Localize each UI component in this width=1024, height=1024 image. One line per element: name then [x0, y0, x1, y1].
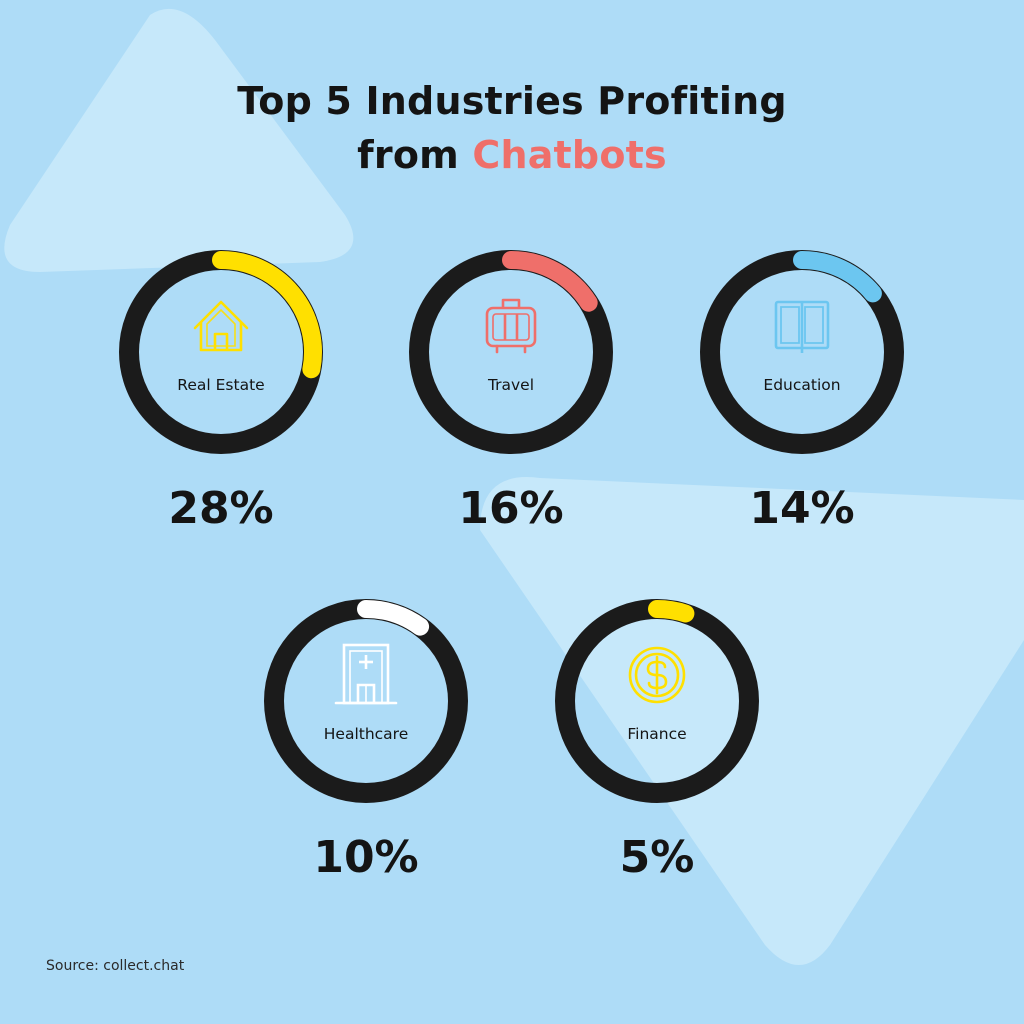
percentage-label: 10%: [313, 832, 418, 883]
book-icon: [774, 300, 830, 353]
category-label: Education: [763, 376, 840, 394]
percentage-label: 14%: [749, 483, 854, 534]
source-caption: Source: collect.chat: [46, 958, 185, 974]
title-line-1: Top 5 Industries Profiting: [237, 79, 787, 123]
percentage-label: 28%: [168, 483, 273, 534]
donut-real-estate: Real Estate 28%: [119, 250, 323, 534]
donut-arc-education: [793, 251, 882, 303]
percentage-label: 16%: [458, 483, 563, 534]
dollar-coin-icon: [628, 646, 686, 704]
donut-arc-real-estate: [212, 251, 322, 379]
house-icon: [193, 300, 249, 352]
donut-education: Education 14%: [700, 250, 904, 534]
donut-finance: Finance 5%: [555, 599, 759, 883]
percentage-label: 5%: [620, 832, 695, 883]
donut-travel: Travel 16%: [409, 250, 613, 534]
background-triangle-top: [4, 8, 354, 272]
title-line-2: from Chatbots: [0, 128, 1024, 182]
donut-arc-finance: [648, 600, 695, 623]
category-label: Finance: [627, 725, 686, 743]
donut-arc-healthcare: [357, 600, 430, 636]
hospital-icon: [334, 643, 398, 705]
title-accent: Chatbots: [472, 133, 667, 177]
page-title: Top 5 Industries Profiting from Chatbots: [0, 74, 1024, 182]
category-label: Healthcare: [324, 725, 409, 743]
suitcase-icon: [485, 298, 537, 354]
title-prefix: from: [357, 133, 459, 177]
donut-arc-travel: [502, 251, 598, 312]
donut-healthcare: Healthcare 10%: [264, 599, 468, 883]
category-label: Real Estate: [177, 376, 264, 394]
category-label: Travel: [487, 376, 534, 394]
